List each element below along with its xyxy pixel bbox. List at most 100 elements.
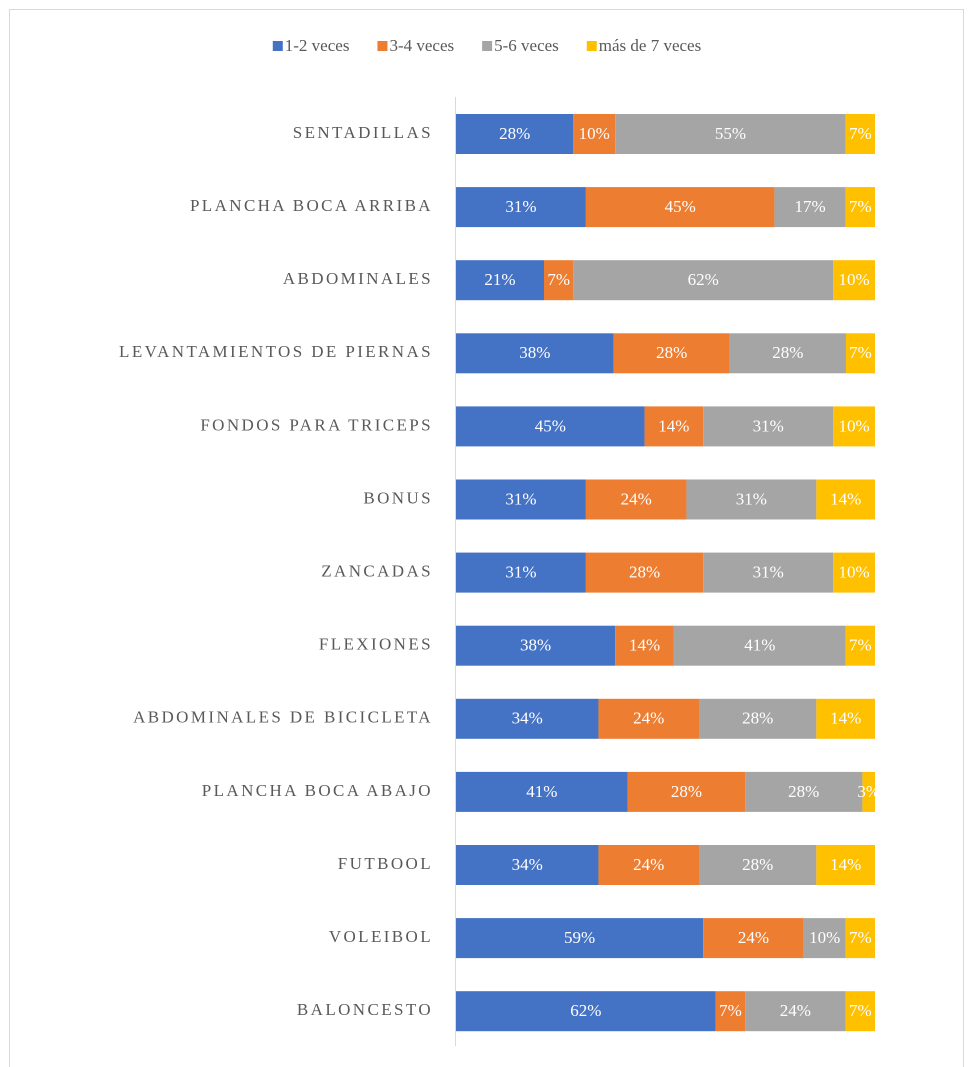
data-label: 62% [688,270,719,289]
y-tick-label: PLANCHA BOCA ABAJO [202,781,433,800]
bar-segment [774,187,846,228]
bar-segment [456,698,599,739]
data-label: 34% [512,709,543,728]
bar-segment [598,845,700,885]
bar-segment [845,625,875,666]
data-label: 31% [505,197,536,216]
y-tick-label: FLEXIONES [319,635,433,654]
legend-swatch [377,41,388,51]
y-tick-label: VOLEIBOL [329,927,433,946]
data-label: 41% [744,636,775,655]
legend-label: más de 7 veces [599,36,701,55]
bar-segment [613,333,730,374]
bar-segment [833,552,875,593]
data-label: 14% [629,636,660,655]
y-tick-label: SENTADILLAS [293,123,433,142]
bar-segment [456,333,614,374]
data-label: 14% [830,709,861,728]
data-label: 21% [484,270,515,289]
data-label: 28% [629,563,660,582]
bar-segment [703,918,804,959]
bar-segment [845,991,875,1032]
data-label: 24% [633,855,664,874]
data-label: 24% [633,709,664,728]
bar-segment [845,187,875,228]
data-label: 10% [809,928,840,947]
data-label: 24% [780,1001,811,1020]
data-label: 7% [547,270,570,289]
bar-segment [456,187,586,228]
data-label: 7% [849,124,872,143]
bar-segment [615,114,846,154]
data-label: 3% [857,782,880,801]
bar-segment [845,114,875,154]
y-tick-label: FUTBOOL [338,854,433,873]
data-label: 31% [505,489,536,508]
bar-segment [615,625,674,666]
data-label: 24% [738,928,769,947]
bar-segment [845,918,875,959]
y-tick-label: ZANCADAS [321,562,433,581]
data-label: 14% [658,416,689,435]
bar-segment [456,406,645,447]
chart-frame [9,9,964,1067]
legend-label: 3-4 veces [389,36,454,55]
data-label: 14% [830,855,861,874]
data-label: 10% [838,563,869,582]
bar-segment [745,771,863,812]
y-tick-label: LEVANTAMIENTOS DE PIERNAS [119,342,433,361]
data-label: 10% [579,124,610,143]
bar-segment [845,333,875,374]
bar-segment [644,406,704,447]
bar-segment [598,698,700,739]
bar-segment [585,552,704,593]
bar-segment [729,333,846,374]
bar-segment [543,260,574,301]
legend-label: 5-6 veces [494,36,559,55]
legend-swatch [482,41,493,51]
data-label: 7% [719,1001,742,1020]
y-tick-label: BONUS [363,488,433,507]
data-label: 7% [849,1001,872,1020]
data-label: 28% [742,709,773,728]
data-label: 10% [838,416,869,435]
data-label: 31% [505,563,536,582]
data-label: 45% [665,197,696,216]
data-label: 28% [671,782,702,801]
y-tick-label: ABDOMINALES [283,269,433,288]
bar-segment [585,479,687,520]
legend-swatch [272,41,283,51]
bar-segment [456,114,574,154]
bar-segment [833,406,875,447]
bar-segment [456,552,586,593]
bar-segment [456,845,599,885]
y-tick-label: PLANCHA BOCA ARRIBA [190,196,433,215]
bar-segment [573,114,616,154]
bar-segment [456,991,716,1032]
bar-segment [627,771,746,812]
bar-segment [573,260,834,301]
data-label: 31% [753,563,784,582]
data-label: 7% [849,343,872,362]
legend-label: 1-2 veces [285,36,350,55]
bar-segment [456,771,628,812]
data-label: 28% [788,782,819,801]
bar-segment [816,845,875,885]
data-label: 7% [849,928,872,947]
data-label: 31% [753,416,784,435]
bar-segment [833,260,875,301]
bar-segment [456,918,704,959]
data-label: 28% [772,343,803,362]
data-label: 10% [838,270,869,289]
bar-segment [456,479,586,520]
data-label: 34% [512,855,543,874]
bar-segment [699,845,817,885]
data-label: 7% [849,197,872,216]
bar-segment [673,625,846,666]
data-label: 38% [519,343,550,362]
data-label: 38% [520,636,551,655]
data-label: 31% [736,489,767,508]
data-label: 59% [564,928,595,947]
bar-segment [803,918,846,959]
